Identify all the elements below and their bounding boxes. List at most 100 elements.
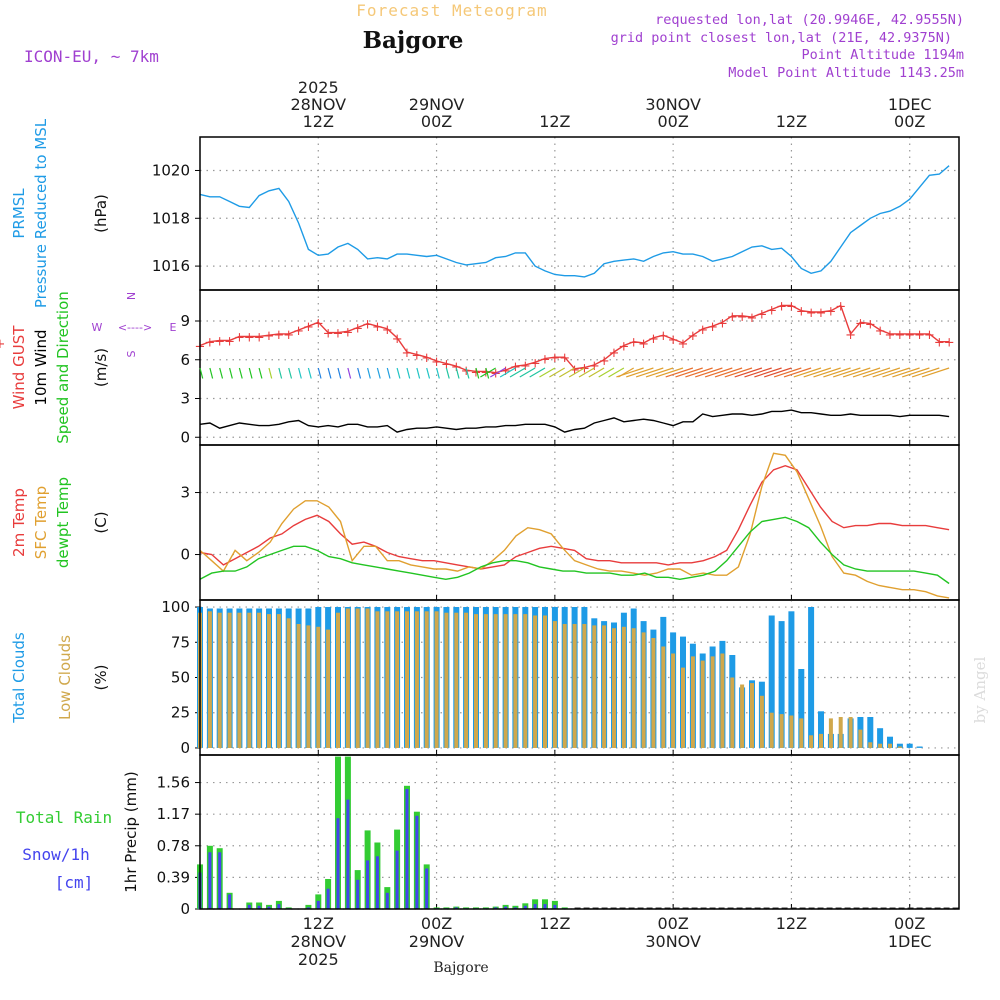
wind-direction-arrow bbox=[823, 367, 851, 378]
panel-frame bbox=[199, 444, 960, 601]
bar-low-clouds bbox=[799, 718, 804, 748]
wind-direction-arrow bbox=[744, 367, 772, 378]
wind-direction-arrow bbox=[635, 367, 664, 378]
bar-snow bbox=[228, 894, 232, 909]
top-time-label: 00Z bbox=[657, 112, 688, 131]
panel-label: 10m Wind bbox=[32, 329, 50, 405]
bar-total-clouds bbox=[877, 728, 884, 748]
precip-label-cm: [cm] bbox=[55, 873, 94, 892]
gust-marker: + bbox=[234, 331, 245, 346]
bar-low-clouds bbox=[523, 614, 528, 748]
gust-marker: + bbox=[372, 320, 383, 335]
gust-marker: + bbox=[835, 300, 846, 315]
gust-marker: + bbox=[461, 364, 472, 379]
wind-direction-arrow bbox=[588, 367, 605, 378]
series-line-sfc-temp bbox=[199, 452, 950, 599]
y-tick-label: 0.39 bbox=[157, 868, 190, 886]
gust-marker: + bbox=[333, 327, 344, 342]
gust-marker: + bbox=[411, 349, 422, 364]
bar-snow bbox=[316, 900, 320, 909]
wind-direction-arrow bbox=[475, 367, 480, 379]
panel-label: Wind GUST bbox=[10, 325, 28, 410]
bar-low-clouds bbox=[267, 614, 271, 748]
bar-low-clouds bbox=[247, 612, 252, 748]
wind-direction-arrow bbox=[519, 367, 536, 378]
bar-low-clouds bbox=[503, 614, 508, 748]
panel-frame bbox=[199, 136, 960, 291]
bar-low-clouds bbox=[464, 612, 469, 748]
bar-low-clouds bbox=[355, 608, 360, 748]
gust-marker: + bbox=[273, 328, 284, 343]
series-line-dewpt-temp bbox=[199, 516, 950, 585]
gust-marker: + bbox=[214, 334, 225, 349]
wind-direction-arrow bbox=[376, 367, 381, 379]
y-tick-label: 1.56 bbox=[157, 774, 190, 792]
panel-frame bbox=[199, 599, 960, 756]
bar-low-clouds bbox=[454, 612, 459, 748]
bar-low-clouds bbox=[276, 614, 281, 748]
gust-marker: + bbox=[224, 334, 235, 349]
y-axis-label: (C) bbox=[92, 511, 110, 533]
wind-direction-arrow bbox=[426, 367, 431, 379]
wind-direction-arrow bbox=[499, 367, 516, 378]
y-tick-label: 3 bbox=[180, 484, 190, 502]
y-tick-label: 0.78 bbox=[157, 837, 190, 855]
bar-low-clouds bbox=[700, 660, 705, 748]
wind-direction-arrow bbox=[465, 367, 470, 379]
top-time-label: 00Z bbox=[421, 112, 452, 131]
wind-direction-arrow bbox=[268, 367, 273, 379]
gust-marker: + bbox=[599, 354, 610, 369]
gust-marker: + bbox=[697, 323, 708, 338]
wind-direction-arrow bbox=[842, 367, 871, 378]
bar-low-clouds bbox=[326, 629, 331, 748]
bar-low-clouds bbox=[217, 612, 222, 748]
bar-low-clouds bbox=[671, 653, 676, 748]
wind-direction-arrow bbox=[892, 367, 920, 378]
bar-low-clouds bbox=[414, 611, 419, 748]
gust-marker: + bbox=[530, 356, 541, 371]
bar-snow bbox=[326, 888, 330, 909]
bar-snow bbox=[523, 905, 527, 909]
wind-direction-arrow bbox=[675, 367, 703, 378]
gust-marker: + bbox=[421, 351, 432, 366]
bar-low-clouds bbox=[828, 718, 833, 748]
wind-direction-arrow bbox=[626, 367, 654, 378]
compass-w: W bbox=[92, 321, 103, 334]
bar-low-clouds bbox=[296, 624, 301, 748]
bar-snow bbox=[336, 818, 340, 909]
bar-snow bbox=[385, 892, 389, 909]
gust-marker: + bbox=[668, 333, 679, 348]
bar-snow bbox=[346, 799, 350, 909]
gust-marker: + bbox=[283, 328, 294, 343]
bar-total-clouds bbox=[808, 607, 815, 748]
bar-low-clouds bbox=[227, 612, 232, 748]
precip-label-rain: Total Rain bbox=[16, 808, 112, 827]
y-axis-label: (%) bbox=[92, 665, 110, 691]
gust-marker: + bbox=[264, 329, 275, 344]
gust-marker: + bbox=[362, 318, 373, 333]
gust-marker: + bbox=[323, 327, 334, 342]
bar-low-clouds bbox=[710, 656, 715, 748]
compass-center: <----> bbox=[118, 321, 152, 334]
model-label: ICON-EU, ~ 7km bbox=[24, 47, 159, 66]
bar-low-clouds bbox=[750, 683, 754, 748]
y-tick-label: 0 bbox=[180, 739, 190, 757]
wind-direction-arrow bbox=[229, 367, 233, 379]
bar-snow bbox=[425, 868, 429, 909]
bar-snow bbox=[257, 905, 261, 909]
y-tick-label: 1018 bbox=[152, 209, 190, 227]
panel-label: SFC Temp bbox=[32, 486, 50, 559]
bar-low-clouds bbox=[661, 646, 666, 748]
wind-direction-arrow bbox=[209, 367, 214, 379]
gust-marker: + bbox=[865, 318, 876, 333]
y-tick-label: 9 bbox=[180, 312, 190, 330]
bottom-time-label: 29NOV bbox=[409, 932, 465, 951]
series-line-2m-temp bbox=[199, 464, 950, 570]
bar-total-rain bbox=[256, 902, 263, 909]
bottom-time-label: 12Z bbox=[776, 914, 807, 933]
bar-snow bbox=[375, 856, 379, 909]
gust-marker: + bbox=[638, 337, 649, 352]
bar-low-clouds bbox=[395, 611, 400, 748]
gust-marker: + bbox=[500, 364, 511, 379]
